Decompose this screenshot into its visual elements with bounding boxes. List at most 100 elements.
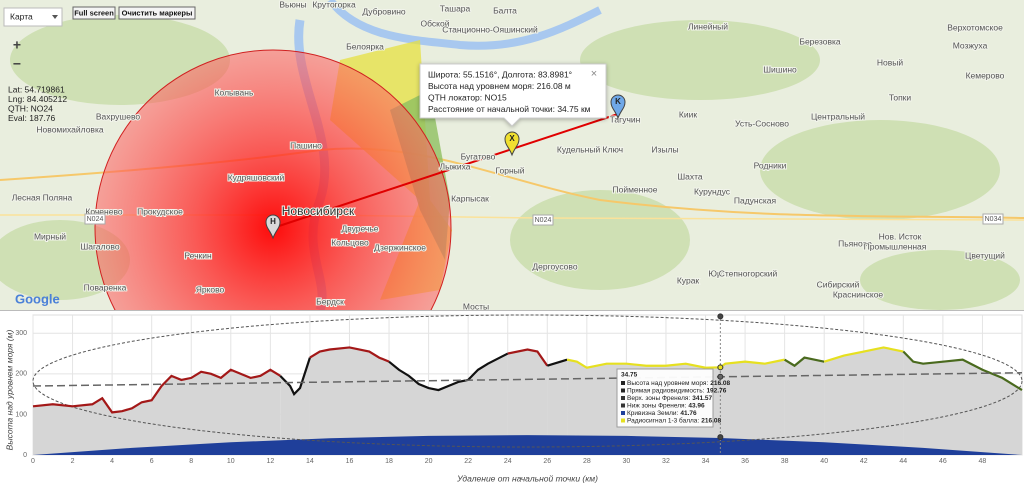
x-tick-label: 44	[899, 458, 907, 465]
place-label: Родники	[754, 160, 787, 170]
terrain-area	[824, 347, 904, 455]
marker[interactable]	[610, 94, 626, 120]
x-tick-label: 40	[820, 458, 828, 465]
x-tick-label: 0	[31, 458, 35, 465]
tooltip-label: Высота над уровнем моря:	[627, 380, 708, 387]
terrain-area	[309, 347, 390, 455]
path-line	[272, 113, 619, 229]
x-tick-label: 6	[150, 458, 154, 465]
place-label: Лыжиха	[439, 161, 470, 171]
coverage-area	[94, 49, 452, 310]
x-tick-label: 48	[979, 458, 987, 465]
terrain-line	[546, 358, 568, 367]
place-label: Новосибирск	[282, 204, 355, 218]
place-label: Пьяново	[838, 238, 872, 248]
place-label: Обской	[421, 18, 450, 28]
place-label: Линейный	[688, 21, 728, 31]
terrain-line	[32, 368, 281, 414]
place-label: Дзержинское	[374, 242, 426, 252]
y-tick-label: 0	[23, 452, 27, 459]
x-tick-label: 42	[860, 458, 868, 465]
tooltip-line: Высота над уровнем моря: 216.08	[627, 380, 731, 387]
tooltip-line: Радиосигнал 1-3 балла: 216.08	[627, 416, 722, 424]
tooltip-value: 43.96	[688, 402, 705, 409]
place-label: Балта	[493, 5, 517, 15]
place-label: Кудельный Ключ	[557, 144, 623, 154]
x-tick-label: 18	[385, 458, 393, 465]
button[interactable]	[72, 6, 116, 20]
tooltip-value: 341.57	[692, 395, 712, 402]
x-tick-label: 28	[583, 458, 591, 465]
place-label: Кудряшовский	[228, 172, 285, 182]
popup-close[interactable]: ×	[591, 68, 597, 80]
tooltip-value: 41.76	[680, 410, 697, 417]
popup-line: QTH локатор: NO15	[428, 92, 507, 102]
cursor-info: Eval: 187.76	[8, 113, 56, 123]
place-label: Вьюны	[279, 0, 306, 9]
marker-letter: H	[270, 217, 276, 226]
x-tick-label: 32	[662, 458, 670, 465]
place-label: Березовка	[799, 36, 841, 46]
tooltip-value: 192.76	[706, 387, 726, 394]
popup-line: Широта: 55.1516°, Долгота: 83.8981°	[428, 69, 572, 79]
tooltip-swatch	[621, 403, 625, 408]
x-tick-label: 14	[306, 458, 314, 465]
place-label: Ярково	[196, 284, 225, 294]
popup	[419, 63, 607, 127]
tooltip-value: 216.08	[710, 380, 730, 387]
place-label: Кольцово	[331, 237, 369, 247]
cursor-info: Lng: 84.405212	[8, 94, 67, 104]
place-label: Цветущий	[965, 250, 1005, 260]
cursor-info: QTH: NO24	[8, 103, 53, 113]
place-label: Поваренка	[84, 282, 127, 292]
map[interactable]: Google Вьюны Крутогорка Дубровино Обской Таш…	[0, 0, 1024, 406]
x-tick-label: 34	[702, 458, 710, 465]
place-label: Тагучин	[610, 114, 641, 124]
tooltip-swatch	[621, 381, 625, 385]
place-label: Прокудское	[137, 206, 183, 216]
place-label: Бердск	[316, 296, 344, 306]
button-label: Очистить маркеры	[122, 8, 193, 17]
road-badge	[532, 214, 554, 226]
place-label: Станционно-Ояшинский	[442, 24, 538, 34]
terrain-area	[33, 369, 281, 455]
road-badge	[982, 213, 1004, 225]
river	[326, 0, 602, 50]
x-tick-label: 16	[346, 458, 354, 465]
terrain-area	[507, 349, 548, 455]
tooltip	[616, 368, 714, 428]
marker[interactable]	[265, 214, 281, 240]
place-label: Ташара	[440, 3, 471, 13]
x-tick-label: 38	[781, 458, 789, 465]
place-label: Шишино	[763, 64, 797, 74]
place-label: Изылы	[651, 144, 678, 154]
zoom-button[interactable]: −	[13, 56, 21, 72]
profile-chart[interactable]: 0 2 4 6 8 10 12 14 16 18 20 22 24 26 28 30 32 34 36 38 40 42 4…	[4, 313, 1023, 483]
x-tick-label: 36	[741, 458, 749, 465]
tooltip-line: Кривизна Земли: 41.76	[627, 410, 697, 417]
terrain-line	[309, 346, 390, 363]
x-tick-label: 20	[425, 458, 433, 465]
marker-letter: K	[615, 97, 621, 106]
tooltip-title: 34.75	[621, 372, 638, 379]
place-label: Белоярка	[346, 41, 384, 51]
zoom-button[interactable]: +	[13, 37, 21, 53]
place-label: Вахрушево	[96, 111, 140, 121]
tooltip-line: Прямая радиовидимость: 192.76	[627, 387, 727, 394]
place-label: Мирный	[34, 231, 66, 241]
place-label: Шагалово	[80, 241, 119, 251]
marker-letter: X	[509, 134, 515, 143]
x-tick-label: 24	[504, 458, 512, 465]
x-axis-label: Удаление от начальной точки (км)	[456, 473, 598, 483]
button[interactable]	[118, 6, 196, 20]
map-type-select[interactable]	[3, 7, 63, 27]
marker[interactable]	[504, 131, 520, 157]
earth-curvature	[33, 435, 1022, 455]
dropdown-arrow	[52, 15, 58, 19]
terrain-area	[389, 353, 508, 455]
tooltip-label: Кривизна Земли:	[627, 410, 679, 417]
tooltip-swatch	[621, 411, 625, 415]
y-tick-label: 100	[15, 411, 27, 418]
tooltip-label: Ниж зоны Френеля:	[627, 402, 687, 409]
tooltip-label: Радиосигнал 1-3 балла:	[627, 416, 699, 424]
